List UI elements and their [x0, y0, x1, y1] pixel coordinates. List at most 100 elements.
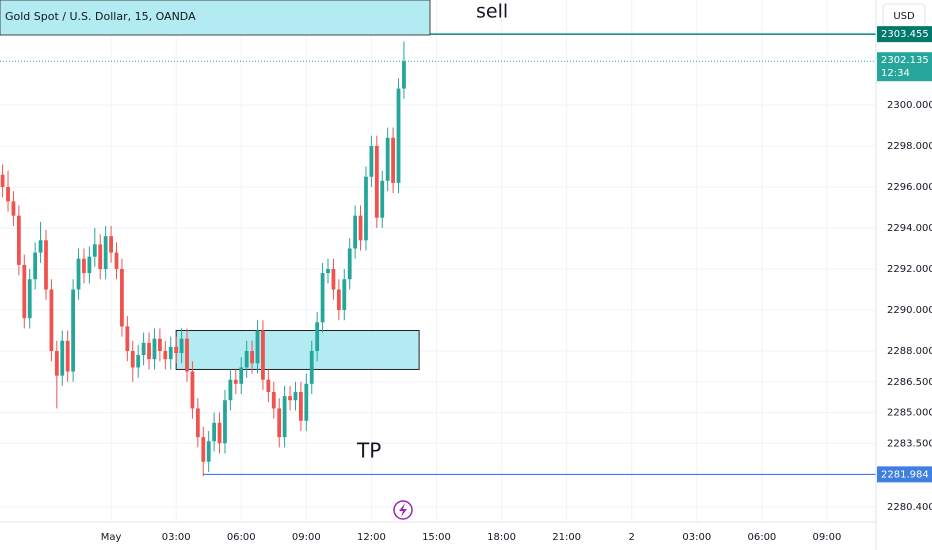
sell-price-label: 2303.455 [881, 29, 929, 40]
countdown-label: 12:34 [881, 68, 910, 79]
candle-body [157, 338, 162, 352]
chart-title: Gold Spot / U.S. Dollar, 15, OANDA [5, 10, 196, 23]
candle-body [33, 252, 38, 280]
candle-body [336, 289, 341, 311]
candle-body [22, 264, 27, 319]
candle-body [315, 322, 320, 352]
candle-body [82, 258, 86, 274]
y-tick-label: 2286.500 [887, 377, 932, 388]
candle-body [163, 351, 168, 360]
candle-body [266, 379, 271, 393]
tp-price-badge [877, 466, 932, 483]
candle-body [44, 240, 48, 290]
candle-body [0, 174, 5, 187]
candle-body [54, 351, 59, 376]
candle-body [49, 289, 54, 352]
y-tick-label: 2290.000 [887, 305, 932, 316]
candle-body [396, 88, 401, 183]
candle-body [141, 342, 146, 356]
x-tick-label: 21:00 [552, 532, 581, 543]
candle-body [195, 408, 200, 438]
candle-body [282, 396, 287, 438]
x-tick-label: 06:00 [227, 532, 256, 543]
candle-body [288, 396, 292, 401]
x-tick-label: 18:00 [487, 532, 516, 543]
y-tick-label: 2280.400 [887, 502, 932, 513]
candle-body [342, 279, 347, 311]
candle-body [92, 244, 97, 257]
candle-body [179, 338, 184, 354]
x-tick-label: 03:00 [682, 532, 711, 543]
candle-body [60, 340, 65, 376]
candle-body [320, 273, 325, 323]
candle-body [109, 236, 113, 253]
x-tick-label: 15:00 [422, 532, 451, 543]
candle-body [201, 437, 206, 462]
candle-body [206, 441, 211, 462]
candle-body [358, 215, 363, 241]
tp-price-label: 2281.984 [881, 469, 929, 480]
candle-body [228, 379, 233, 401]
candle-body [293, 392, 298, 401]
candle-body [244, 351, 249, 368]
axes: 2280.400 2283.500 2285.000 2286.500 2288.000… [101, 26, 932, 543]
y-tick-label: 2294.000 [887, 223, 932, 234]
x-tick-label: 09:00 [292, 532, 321, 543]
x-tick-label: 2 [629, 532, 635, 543]
candle-body [326, 268, 330, 274]
candle-body [130, 351, 135, 368]
candle-body [217, 422, 222, 444]
candle-body [331, 268, 336, 290]
current-price-label: 2302.135 [881, 55, 929, 66]
candle-body [71, 289, 76, 372]
candle-body [385, 137, 390, 181]
candle-body [87, 256, 92, 274]
candle-body [239, 367, 244, 384]
candle-body [136, 355, 141, 368]
candle-body [250, 351, 254, 364]
candle-body [233, 379, 238, 384]
y-tick-label: 2285.000 [887, 408, 932, 419]
x-tick-label: 12:00 [357, 532, 386, 543]
tp-annotation: TP [356, 439, 381, 463]
candle-body [223, 400, 227, 444]
candle-body [261, 330, 265, 380]
candle-body [255, 330, 260, 364]
candle-body [98, 244, 103, 269]
y-tick-label: 2296.000 [887, 182, 932, 193]
grid [0, 0, 876, 522]
candle-body [174, 346, 179, 354]
candle-body [353, 215, 358, 249]
y-tick-label: 2300.000 [887, 100, 932, 111]
candle-body [76, 258, 81, 290]
candle-body [11, 201, 16, 216]
candle-body [168, 346, 173, 360]
candle-body [212, 422, 217, 442]
candle-body [391, 137, 395, 183]
candle-body [16, 215, 21, 265]
candle-body [298, 392, 303, 421]
candle-body [271, 392, 276, 409]
plot-area [0, 33, 876, 477]
candle-body [277, 408, 282, 438]
title-box [0, 0, 431, 36]
candle-body [38, 240, 43, 253]
zone [175, 330, 420, 370]
candle-body [27, 279, 32, 319]
candle-body [347, 248, 352, 280]
candle-body [114, 252, 119, 269]
y-tick-label: 2283.500 [887, 438, 932, 449]
currency-label: USD [893, 11, 915, 22]
candle-body [120, 268, 124, 327]
candle-body [147, 342, 151, 360]
candle-body [6, 186, 10, 202]
candle-body [402, 61, 406, 89]
candle-body [185, 338, 189, 372]
candle-body [65, 340, 70, 372]
alert-icon[interactable] [393, 500, 413, 520]
candle-body [364, 176, 368, 241]
candle-body [369, 145, 374, 177]
